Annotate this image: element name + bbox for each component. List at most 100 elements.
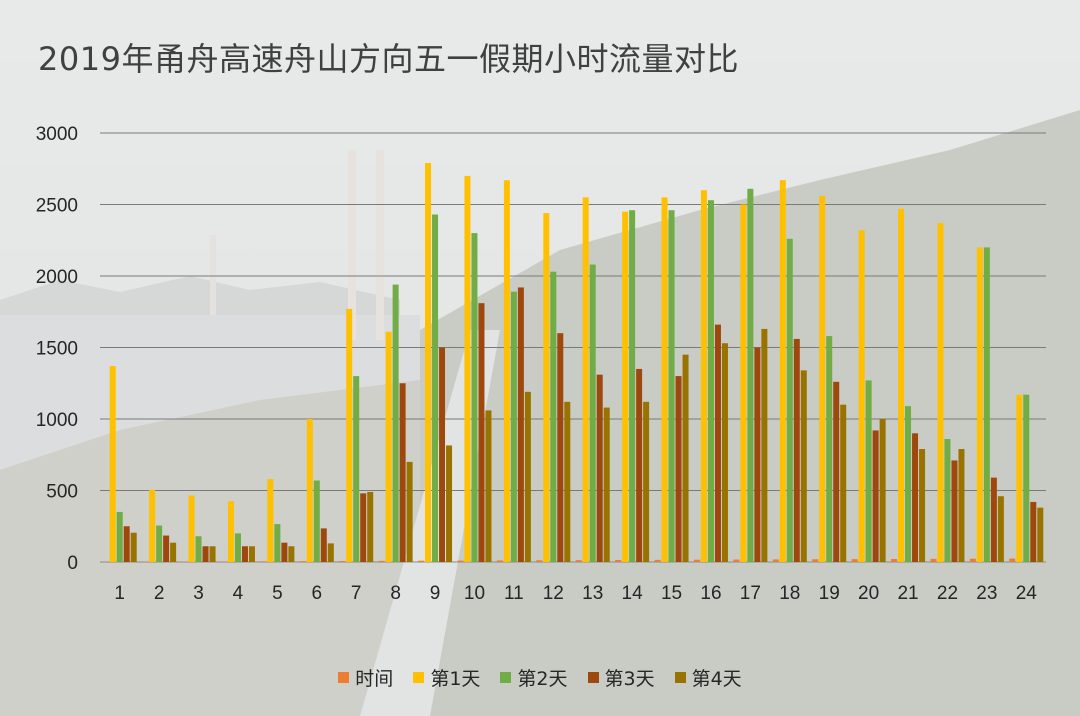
legend-label: 第3天 [604, 668, 655, 690]
bar-series-0 [969, 558, 976, 562]
bar-series-4 [879, 419, 886, 562]
bars [102, 163, 1044, 563]
y-tick-label: 0 [67, 553, 78, 574]
x-tick-label: 9 [430, 583, 441, 604]
bar-series-3 [754, 347, 761, 562]
bar-series-2 [826, 336, 833, 562]
x-tick-label: 6 [312, 583, 323, 604]
bar-series-1 [267, 479, 274, 562]
bar-series-1 [740, 204, 747, 562]
bar-series-0 [378, 560, 385, 562]
bar-series-2 [786, 238, 793, 562]
bar-series-4 [130, 532, 137, 562]
legend-label: 第1天 [430, 668, 481, 690]
bar-series-2 [156, 525, 163, 562]
legend-label: 第4天 [691, 668, 742, 690]
bar-series-1 [385, 331, 392, 562]
bar-series-4 [840, 404, 847, 562]
bar-series-2 [313, 480, 320, 562]
legend-item: 第4天 [674, 664, 742, 691]
bar-series-1 [306, 419, 313, 562]
bar-series-4 [800, 370, 807, 562]
bar-series-0 [930, 558, 937, 562]
x-tick-label: 22 [937, 583, 958, 604]
bar-series-1 [503, 180, 510, 562]
bar-series-1 [543, 213, 550, 562]
bar-series-4 [367, 491, 374, 562]
bar-series-4 [485, 410, 492, 562]
bar-series-2 [944, 439, 951, 562]
x-tick-label: 12 [543, 583, 564, 604]
y-tick-label: 2000 [36, 267, 78, 288]
bar-series-3 [1030, 501, 1037, 562]
bar-series-4 [682, 354, 689, 562]
bar-series-0 [615, 559, 622, 562]
bar-series-1 [1016, 394, 1023, 562]
y-tick-label: 3000 [36, 124, 78, 145]
bar-series-2 [116, 511, 123, 562]
y-tick-label: 2500 [36, 196, 78, 217]
x-tick-label: 7 [351, 583, 362, 604]
bar-series-2 [668, 210, 675, 562]
bar-series-3 [360, 493, 367, 562]
bar-series-1 [937, 223, 944, 562]
bar-series-4 [919, 449, 926, 562]
bar-series-3 [833, 381, 840, 562]
legend-item: 时间 [338, 664, 393, 691]
bar-series-1 [188, 495, 195, 562]
y-tick-label: 1000 [36, 410, 78, 431]
x-tick-label: 23 [976, 583, 997, 604]
bar-series-3 [123, 526, 130, 562]
bar-series-3 [439, 347, 446, 562]
bar-series-2 [550, 271, 557, 562]
x-tick-label: 14 [622, 583, 644, 604]
bar-series-0 [654, 559, 661, 562]
x-tick-label: 24 [1016, 583, 1038, 604]
bar-series-1 [582, 197, 589, 562]
bar-series-2 [905, 406, 912, 562]
bar-series-2 [589, 264, 596, 562]
bar-series-1 [976, 247, 983, 562]
legend: 时间 第1天 第2天 第3天 第4天 [0, 664, 1080, 691]
bar-series-2 [747, 188, 754, 562]
bar-series-4 [524, 391, 531, 562]
bar-series-3 [163, 535, 170, 562]
bar-series-4 [761, 328, 768, 562]
x-tick-label: 11 [504, 583, 524, 604]
bar-series-4 [209, 546, 216, 562]
bar-series-4 [170, 542, 177, 562]
bar-series-4 [327, 543, 334, 562]
x-tick-label: 19 [819, 583, 840, 604]
legend-label: 时间 [355, 668, 394, 690]
bar-series-2 [234, 533, 241, 562]
bar-series-0 [496, 560, 503, 562]
bar-series-0 [536, 560, 543, 562]
bar-series-3 [596, 374, 603, 562]
bar-series-0 [693, 559, 700, 562]
chart-title: 2019年甬舟高速舟山方向五一假期小时流量对比 [38, 40, 739, 78]
bar-series-2 [392, 284, 399, 562]
bar-series-0 [891, 558, 898, 562]
x-tick-label: 15 [661, 583, 682, 604]
bar-series-3 [557, 333, 564, 562]
legend-item: 第2天 [500, 664, 568, 691]
x-tick-label: 20 [858, 583, 879, 604]
bar-series-1 [700, 190, 707, 562]
bar-series-3 [399, 383, 406, 562]
bar-series-0 [418, 560, 425, 562]
bar-series-1 [425, 163, 432, 562]
bar-series-1 [109, 366, 116, 562]
y-axis-labels: 0 500 1000 1500 2000 2500 3000 [36, 124, 78, 574]
bar-series-0 [260, 561, 267, 562]
bar-series-1 [819, 195, 826, 563]
bar-series-0 [1009, 558, 1016, 562]
y-tick-label: 1500 [36, 339, 78, 360]
bar-series-4 [248, 546, 255, 562]
legend-item: 第3天 [587, 664, 655, 691]
bar-series-0 [299, 561, 306, 562]
x-tick-label: 16 [700, 583, 721, 604]
bar-series-3 [714, 324, 721, 562]
y-tick-label: 500 [46, 482, 78, 503]
bar-series-3 [517, 287, 524, 562]
